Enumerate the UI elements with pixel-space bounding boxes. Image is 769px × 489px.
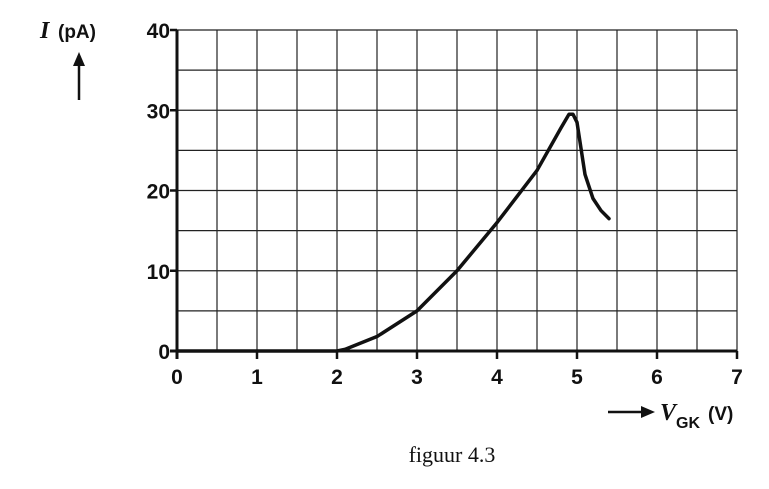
x-label-symbol: V: [660, 400, 678, 426]
x-tick-label: 0: [171, 366, 183, 389]
y-label-symbol: I: [39, 18, 51, 44]
x-tick-label: 1: [251, 366, 263, 389]
x-tick-label: 6: [651, 366, 663, 389]
y-tick-label: 10: [147, 261, 170, 284]
x-tick-label: 3: [411, 366, 423, 389]
x-tick-label: 2: [331, 366, 343, 389]
x-tick-label: 7: [731, 366, 743, 389]
caption: figuur 4.3: [409, 442, 496, 467]
x-label-subscript: GK: [676, 415, 700, 432]
y-tick-label: 30: [147, 100, 170, 123]
x-tick-label: 5: [571, 366, 583, 389]
y-label-unit: (pA): [58, 22, 96, 43]
y-tick-label: 20: [147, 181, 170, 204]
x-label-unit: (V): [708, 404, 733, 425]
x-arrow: [608, 406, 655, 418]
y-tick-label: 40: [147, 20, 170, 43]
x-tick-label: 4: [491, 366, 503, 389]
data-line: [175, 112, 611, 353]
y-tick-label: 0: [158, 341, 170, 364]
y-arrow: [73, 52, 85, 100]
